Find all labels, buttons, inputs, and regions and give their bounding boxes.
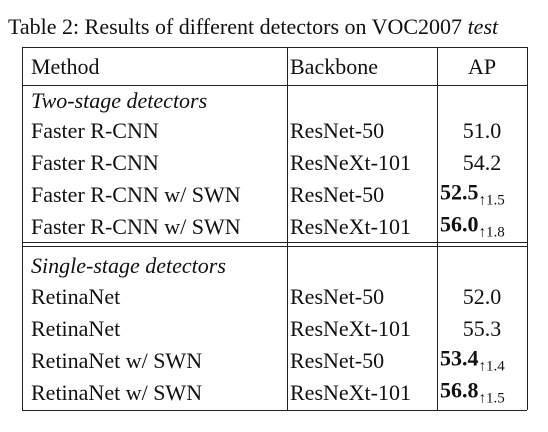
ap-cell: 51.0 [462,118,502,143]
backbone-cell: ResNet-50 [290,118,385,143]
ap-value: 52.5 [440,179,479,205]
ap-value: 56.0 [440,211,479,237]
backbone-cell: ResNeXt-101 [290,316,411,341]
rule [437,47,438,410]
caption-text: Results of different detectors on VOC200… [84,14,463,39]
backbone-cell: ResNeXt-101 [290,150,411,175]
rule [22,246,527,247]
caption-label: Table 2: [8,14,80,39]
ap-gain: ↑1.5 [478,192,505,209]
method-cell: Faster R-CNN [31,118,159,143]
method-cell: Faster R-CNN [31,150,159,175]
ap-value: 53.4 [440,345,479,371]
rule [22,242,527,243]
ap-cell: 52.0 [462,284,502,309]
rule [527,47,528,410]
header-cell: Method [31,54,100,79]
ap-value: 56.8 [440,377,479,403]
rule [22,47,527,48]
rule [287,47,288,410]
ap-cell: 55.3 [462,316,502,341]
header-cell: Backbone [290,54,378,79]
ap-gain: ↑1.5 [478,390,505,407]
backbone-cell: ResNet-50 [290,284,385,309]
method-cell: RetinaNet w/ SWN [31,380,203,405]
rule [22,85,527,86]
ap-gain: ↑1.8 [478,224,505,241]
header-cell: AP [467,54,497,79]
ap-cell: 54.2 [462,150,502,175]
method-cell: RetinaNet [31,316,121,341]
method-cell: RetinaNet w/ SWN [31,348,203,373]
section-title: Single-stage detectors [31,253,226,278]
ap-cell: 52.5↑1.5 [440,179,505,209]
ap-cell: 56.8↑1.5 [440,377,505,407]
ap-gain: ↑1.4 [478,358,505,375]
caption-emphasis: test [467,14,499,39]
rule [22,47,23,410]
backbone-cell: ResNet-50 [290,348,385,373]
method-cell: Faster R-CNN w/ SWN [31,214,241,239]
ap-cell: 53.4↑1.4 [440,345,505,375]
backbone-cell: ResNet-50 [290,182,385,207]
section-title: Two-stage detectors [31,88,208,113]
caption: Table 2: Results of different detectors … [8,16,498,38]
method-cell: Faster R-CNN w/ SWN [31,182,241,207]
ap-cell: 56.0↑1.8 [440,211,505,241]
method-cell: RetinaNet [31,284,121,309]
backbone-cell: ResNeXt-101 [290,214,411,239]
rule [22,410,527,411]
backbone-cell: ResNeXt-101 [290,380,411,405]
